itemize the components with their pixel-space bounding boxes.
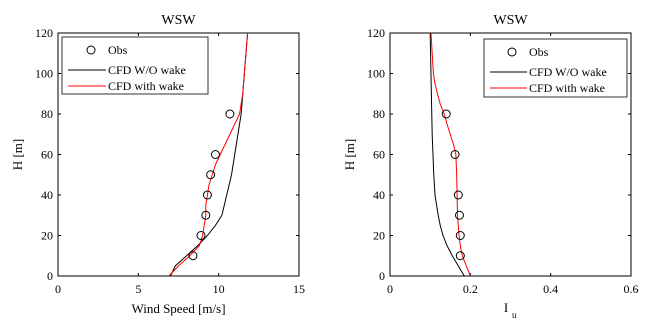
plot-area bbox=[168, 32, 249, 277]
x-tick-label: 5 bbox=[135, 282, 141, 296]
y-axis-label: H [m] bbox=[342, 139, 357, 170]
obs-point bbox=[441, 109, 451, 119]
obs-point bbox=[454, 210, 464, 220]
obs-point bbox=[455, 251, 465, 261]
y-tick-label: 100 bbox=[35, 67, 53, 81]
obs-point bbox=[201, 210, 211, 220]
obs-point bbox=[453, 190, 463, 200]
obs-point bbox=[225, 109, 235, 119]
y-tick-label: 80 bbox=[373, 107, 385, 121]
plot-area bbox=[429, 32, 471, 277]
chart-title: WSW bbox=[493, 13, 528, 28]
legend-cfd-without-wake-label: CFD W/O wake bbox=[529, 65, 607, 79]
y-tick-label: 40 bbox=[41, 188, 53, 202]
x-axis-label: I bbox=[504, 300, 508, 315]
chart-left: WSW Wind Speed [m/s] H [m] 0 5 10 15 0 20 40 60… bbox=[10, 13, 305, 316]
x-axis-label-subscript: u bbox=[512, 310, 517, 320]
obs-point bbox=[196, 231, 206, 240]
obs-point bbox=[202, 190, 212, 200]
legend-cfd-with-wake-label: CFD with wake bbox=[108, 79, 184, 93]
series-line-cfd-with-wake bbox=[430, 32, 471, 277]
y-tick-label: 0 bbox=[379, 269, 385, 283]
legend-obs-label: Obs bbox=[108, 43, 128, 57]
legend-obs-label: Obs bbox=[529, 45, 549, 59]
x-tick-label: 0.4 bbox=[543, 282, 558, 296]
series-line-cfd-w-o-wake bbox=[429, 32, 465, 277]
y-tick-label: 60 bbox=[41, 148, 53, 162]
legend-cfd-without-wake-label: CFD W/O wake bbox=[108, 63, 186, 77]
obs-point bbox=[206, 170, 216, 180]
legend-obs-marker bbox=[86, 45, 96, 55]
chart-right: WSW I u H [m] 0 0.2 0.4 0.6020406080100120 … bbox=[342, 13, 639, 320]
x-axis-label: Wind Speed [m/s] bbox=[131, 301, 225, 316]
x-tick-label: 15 bbox=[293, 282, 305, 296]
y-tick-label: 120 bbox=[367, 26, 385, 40]
y-tick-label: 120 bbox=[35, 26, 53, 40]
legend: Obs CFD W/O wake CFD with wake bbox=[483, 38, 628, 98]
y-tick-label: 40 bbox=[373, 188, 385, 202]
obs-point bbox=[450, 150, 460, 159]
y-tick-label: 100 bbox=[367, 67, 385, 81]
y-tick-label: 20 bbox=[41, 229, 53, 243]
legend-box bbox=[483, 38, 628, 98]
legend-cfd-with-wake-label: CFD with wake bbox=[529, 81, 605, 95]
obs-point bbox=[455, 231, 465, 240]
y-tick-label: 60 bbox=[373, 148, 385, 162]
y-tick-label: 80 bbox=[41, 107, 53, 121]
ticks: 0 5 10 15 0 20 40 60 80 100 120 bbox=[35, 26, 305, 296]
y-tick-label: 0 bbox=[47, 269, 53, 283]
x-tick-label: 0 bbox=[55, 282, 61, 296]
x-tick-label: 10 bbox=[213, 282, 225, 296]
x-tick-label: 0.6 bbox=[624, 282, 639, 296]
ticks: 0 0.2 0.4 0.6 0 20 40 60 80 100 120 bbox=[367, 26, 639, 296]
x-tick-label: 0 bbox=[387, 282, 393, 296]
obs-point bbox=[210, 150, 220, 159]
series-line-cfd-with-wake bbox=[168, 32, 249, 277]
legend-box bbox=[61, 36, 209, 95]
y-axis-label: H [m] bbox=[10, 139, 25, 170]
legend: Obs CFD W/O wake CFD with wake bbox=[61, 36, 209, 95]
chart-title: WSW bbox=[161, 13, 196, 28]
y-tick-label: 20 bbox=[373, 229, 385, 243]
obs-point bbox=[188, 251, 198, 261]
x-tick-label: 0.2 bbox=[463, 282, 478, 296]
legend-obs-marker bbox=[507, 47, 517, 57]
